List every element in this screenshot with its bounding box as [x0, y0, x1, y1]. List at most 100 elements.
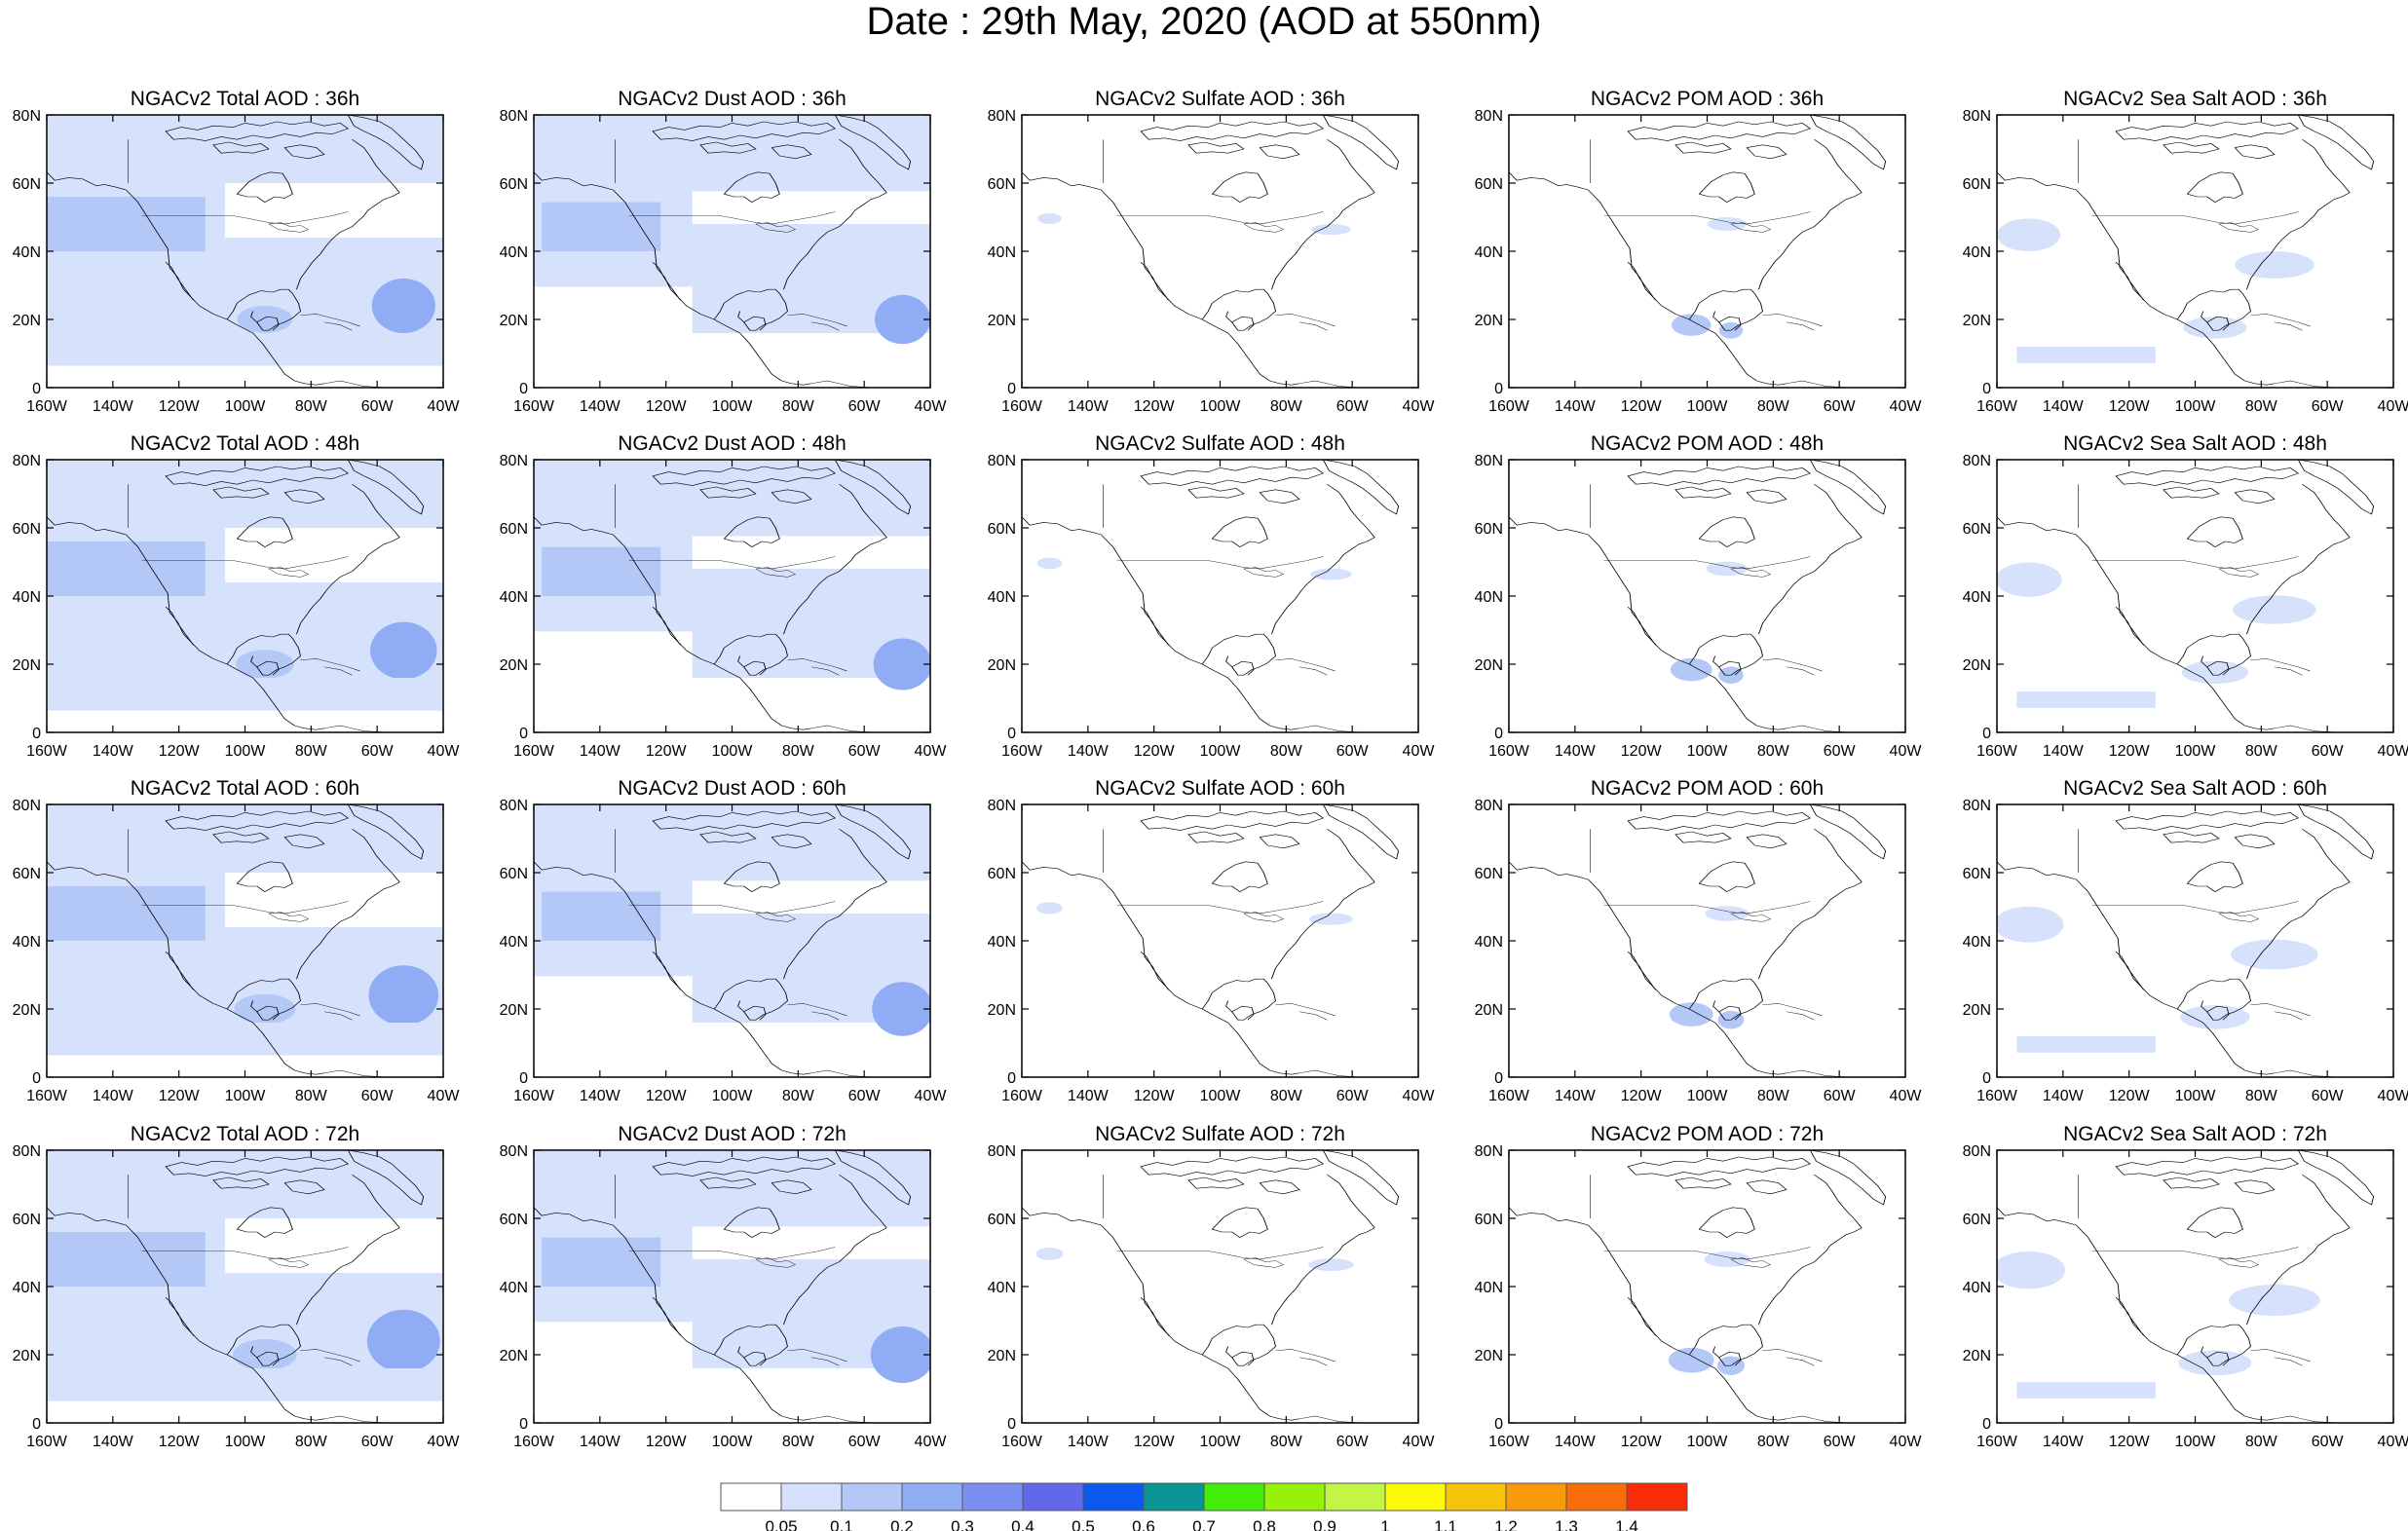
shade-region [47, 1232, 206, 1287]
y-tick-label: 80N [13, 1143, 41, 1160]
x-tick-label: 80W [295, 398, 328, 415]
y-tick-label: 20N [500, 657, 528, 674]
y-tick-label: 0 [32, 381, 41, 397]
x-tick-label: 40W [2378, 398, 2408, 415]
shade-region [2016, 691, 2156, 708]
y-tick-label: 80N [988, 453, 1016, 469]
aod-shading [1997, 1150, 2393, 1423]
colorbar-swatch [1022, 1482, 1084, 1512]
x-tick-label: 160W [513, 743, 555, 760]
y-tick-label: 20N [13, 657, 41, 674]
aod-shading [534, 804, 930, 1077]
panel-title: NGACv2 Sulfate AOD : 36h [1095, 88, 1345, 110]
x-tick-label: 60W [361, 398, 395, 415]
shade-region [371, 279, 435, 333]
y-tick-label: 40N [1963, 589, 1991, 606]
panel-title: NGACv2 Sea Salt AOD : 36h [2063, 88, 2327, 110]
y-tick-label: 40N [1475, 1280, 1503, 1296]
shade-region [1670, 657, 1712, 682]
x-tick-label: 100W [1200, 1088, 1242, 1104]
colorbar-label: 1.1 [1434, 1517, 1457, 1531]
y-tick-label: 40N [1475, 589, 1503, 606]
y-tick-label: 80N [13, 108, 41, 125]
x-tick-label: 40W [428, 1434, 461, 1450]
x-tick-label: 100W [2175, 1088, 2217, 1104]
colorbar-label: 0.5 [1072, 1517, 1095, 1531]
map-panel: NGACv2 Dust AOD : 36h 160W 140W 120W 100W 80W… [500, 88, 948, 415]
aod-shading [1997, 804, 2393, 1077]
x-tick-label: 80W [2245, 1434, 2278, 1450]
x-tick-label: 140W [1068, 1088, 1110, 1104]
x-tick-label: 80W [1270, 1088, 1303, 1104]
x-tick-label: 160W [513, 1088, 555, 1104]
y-tick-label: 20N [1475, 1348, 1503, 1364]
shade-region [368, 965, 439, 1026]
y-tick-label: 60N [500, 866, 528, 882]
x-tick-label: 140W [1555, 1434, 1597, 1450]
y-tick-label: 20N [988, 313, 1016, 329]
y-tick-label: 40N [1963, 934, 1991, 951]
x-tick-label: 40W [428, 1088, 461, 1104]
panel-title: NGACv2 Dust AOD : 60h [618, 777, 847, 800]
colorbar-label: 0.4 [1011, 1517, 1035, 1531]
x-tick-label: 140W [1555, 743, 1597, 760]
x-tick-label: 140W [93, 1088, 134, 1104]
aod-shading [1022, 804, 1418, 1077]
aod-shading [47, 804, 443, 1077]
shade-region [47, 197, 206, 251]
map-panel: NGACv2 Sea Salt AOD : 60h 160W 140W 120W 100… [1963, 777, 2408, 1104]
y-tick-label: 0 [1982, 726, 1991, 742]
colorbar-label: 0.3 [951, 1517, 974, 1531]
x-tick-label: 140W [2043, 1088, 2085, 1104]
x-tick-label: 80W [2245, 743, 2278, 760]
shade-region [1669, 1002, 1713, 1027]
y-tick-label: 0 [1494, 381, 1503, 397]
y-tick-label: 80N [1963, 798, 1991, 814]
x-tick-label: 60W [1824, 1434, 1857, 1450]
x-tick-label: 100W [712, 743, 754, 760]
y-tick-label: 20N [1475, 313, 1503, 329]
y-tick-label: 0 [1494, 1070, 1503, 1087]
x-tick-label: 120W [1134, 743, 1176, 760]
y-tick-label: 40N [1963, 244, 1991, 261]
panel-title: NGACv2 Sulfate AOD : 72h [1095, 1123, 1345, 1145]
x-tick-label: 120W [159, 398, 201, 415]
x-tick-label: 60W [361, 1434, 395, 1450]
y-tick-label: 60N [1963, 176, 1991, 193]
map-panel: NGACv2 Total AOD : 48h 160W 140W 120W 100W 80… [13, 432, 461, 760]
x-tick-label: 80W [1757, 1088, 1790, 1104]
y-tick-label: 0 [519, 381, 528, 397]
map-panel: NGACv2 Dust AOD : 60h 160W 140W 120W 100W 80W… [500, 777, 948, 1104]
x-tick-label: 100W [2175, 743, 2217, 760]
x-tick-label: 100W [1687, 398, 1729, 415]
shade-region [1997, 218, 2061, 251]
shade-region [2016, 347, 2156, 363]
x-tick-label: 140W [580, 398, 621, 415]
x-tick-label: 120W [646, 1434, 688, 1450]
y-tick-label: 0 [1982, 1416, 1991, 1433]
shade-region [47, 804, 443, 873]
y-tick-label: 80N [13, 798, 41, 814]
x-tick-label: 60W [1336, 743, 1370, 760]
y-tick-label: 0 [519, 1070, 528, 1087]
map-panel: NGACv2 Sea Salt AOD : 72h 160W 140W 120W 100… [1963, 1123, 2408, 1450]
x-tick-label: 40W [1403, 398, 1436, 415]
shade-region [1309, 913, 1353, 925]
x-tick-label: 120W [2109, 1434, 2151, 1450]
map-panel: NGACv2 POM AOD : 72h 160W 140W 120W 100W 80W 6… [1475, 1123, 1923, 1450]
x-tick-label: 60W [1824, 743, 1857, 760]
shade-region [47, 333, 443, 366]
shade-region [2229, 1284, 2320, 1317]
aod-shading [1997, 460, 2393, 732]
y-tick-label: 40N [1475, 934, 1503, 951]
y-tick-label: 60N [13, 866, 41, 882]
y-tick-label: 0 [1982, 1070, 1991, 1087]
x-tick-label: 160W [513, 398, 555, 415]
colorbar-swatch [841, 1482, 903, 1512]
panel-title: NGACv2 Sea Salt AOD : 60h [2063, 777, 2327, 800]
x-tick-label: 40W [1890, 1434, 1923, 1450]
colorbar-swatch [1263, 1482, 1326, 1512]
map-panel: NGACv2 Sulfate AOD : 60h 160W 140W 120W 100W… [988, 777, 1436, 1104]
shade-region [237, 306, 293, 333]
x-tick-label: 40W [1403, 1434, 1436, 1450]
